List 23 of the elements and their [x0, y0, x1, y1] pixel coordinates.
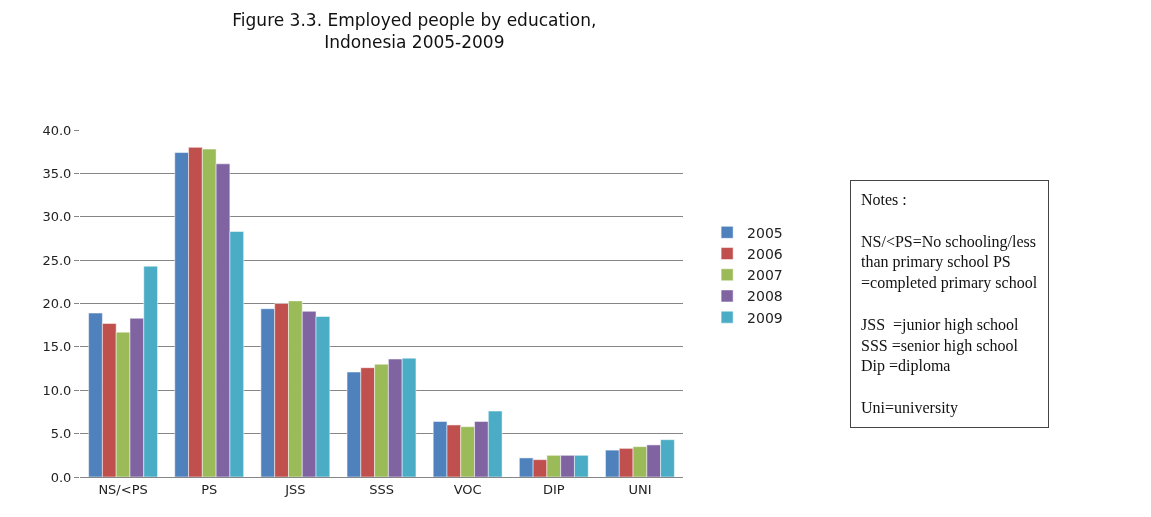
legend-label: 2006 — [747, 246, 783, 263]
x-tick-label: NS/<PS — [98, 481, 148, 497]
x-tick-label: UNI — [628, 481, 652, 497]
y-tick-label: 35.0 — [42, 165, 72, 181]
y-tick-label: 20.0 — [42, 296, 72, 312]
x-tick-label: SSS — [369, 481, 394, 497]
y-tick-label: 40.0 — [42, 122, 72, 138]
chart-title: Figure 3.3. Employed people by education, Indonesia 2005-2009 — [232, 9, 597, 52]
y-tick-label: 5.0 — [50, 426, 72, 442]
y-tick-label: 25.0 — [42, 252, 72, 268]
y-tick-label: 30.0 — [42, 209, 72, 225]
legend-label: 2009 — [747, 309, 783, 326]
x-tick-label: PS — [201, 481, 218, 497]
y-tick-label: 0.0 — [50, 469, 72, 485]
text: Notes : NS/<PS=No schooling/less than primary school PS =completed primary school JSS =junior high school SSS =senior high school Dip =diploma Uni=university — [861, 191, 1038, 416]
y-tick-label: 15.0 — [42, 339, 72, 355]
legend-label: 2008 — [747, 288, 783, 305]
legend-label: 2007 — [747, 267, 783, 284]
y-tick-label: 10.0 — [42, 382, 72, 398]
x-tick-label: DIP — [542, 481, 565, 497]
legend-label: 2005 — [747, 224, 783, 241]
x-tick-label: JSS — [284, 481, 306, 497]
x-tick-label: VOC — [453, 481, 482, 497]
